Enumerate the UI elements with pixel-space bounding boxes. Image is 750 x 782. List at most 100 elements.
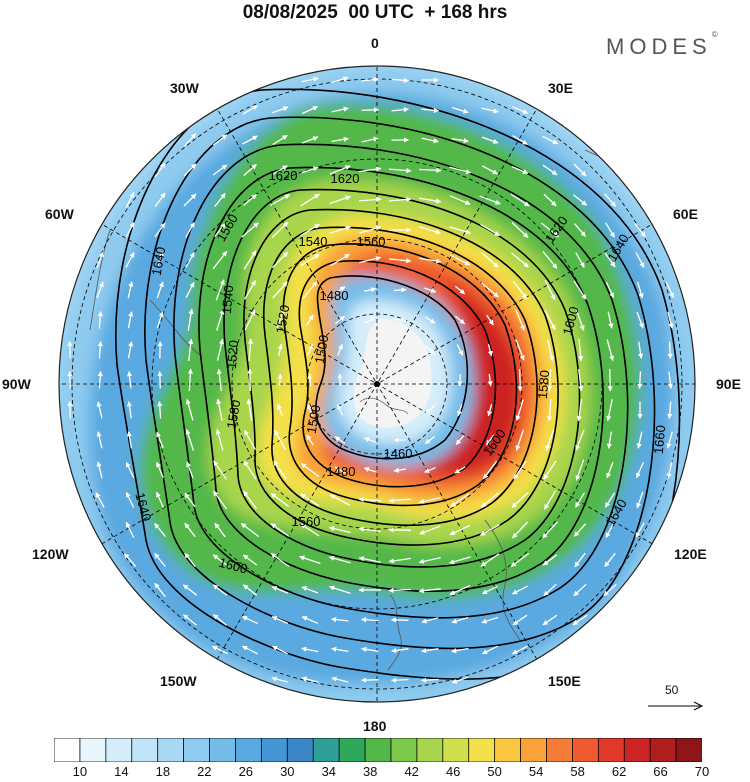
wind-arrow (511, 222, 529, 238)
wind-arrow (667, 401, 673, 420)
colorbar-swatch (54, 738, 81, 762)
wind-arrow (301, 646, 319, 653)
wind-arrow (216, 309, 225, 331)
wind-arrow (424, 316, 436, 324)
wind-arrow (391, 647, 409, 654)
wind-arrow (334, 435, 346, 445)
wind-arrow (573, 280, 587, 300)
colorbar-tick-labels: 10 14 18 22 26 30 34 38 42 46 50 54 58 62 66 70 (54, 764, 710, 782)
wind-arrow (127, 341, 134, 359)
wind-arrow (605, 522, 615, 538)
wind-arrow (246, 398, 253, 421)
wind-arrow (390, 677, 409, 683)
wind-arrow (358, 496, 382, 503)
contour-label: 1660 (651, 425, 668, 455)
wind-arrow (451, 676, 469, 684)
wind-arrow (330, 617, 349, 623)
wind-arrow (454, 315, 466, 325)
wind-arrow (512, 614, 528, 626)
colorbar-tick-label: 34 (321, 764, 337, 779)
wind-arrow (212, 614, 228, 626)
colorbar-swatch (260, 738, 288, 762)
wind-arrow (512, 521, 528, 539)
wind-arrow (575, 429, 585, 451)
wind-arrow (331, 676, 349, 683)
wind-arrow (274, 429, 286, 450)
wind-arrow (212, 134, 228, 146)
wind-arrow (541, 222, 559, 238)
wind-arrow (216, 338, 224, 361)
lon-label-90w: 90W (2, 376, 31, 392)
wind-arrow (270, 552, 290, 568)
lon-label-30w: 30W (170, 80, 199, 96)
wind-arrow (127, 311, 134, 329)
colorbar-tick-label: 42 (404, 764, 419, 779)
colorbar-tick-label: 22 (197, 764, 212, 779)
wind-vectors (67, 76, 675, 684)
colorbar-swatch (520, 738, 548, 762)
colorbar-swatch (442, 738, 470, 762)
colorbar-swatch (572, 738, 599, 762)
wind-arrow (420, 677, 439, 683)
wind-arrow (486, 314, 494, 326)
contour-label: 1540 (299, 234, 328, 249)
lon-label-120e: 120E (674, 546, 707, 562)
wind-arrow (185, 252, 195, 268)
wind-arrow (185, 281, 195, 298)
lon-label-150e: 150E (548, 673, 581, 689)
colorbar-tick-label: 70 (694, 764, 710, 779)
wind-arrow (418, 556, 441, 564)
wind-arrow (337, 343, 343, 356)
wind-arrow (182, 614, 198, 626)
wind-arrow (481, 616, 499, 624)
wind-arrow (272, 281, 288, 299)
geopotential-contours (115, 88, 695, 680)
wind-arrow (576, 399, 583, 422)
wind-arrow (424, 287, 437, 293)
wind-arrow (481, 645, 498, 655)
wind-arrow (97, 310, 103, 329)
wind-arrow (393, 317, 407, 323)
wind-arrow (481, 492, 499, 508)
wind-arrow (454, 285, 466, 295)
contour-label: 1500 (304, 404, 324, 435)
wind-arrow (329, 225, 351, 234)
wind-arrow (573, 163, 587, 177)
wind-arrow (424, 467, 436, 473)
wind-arrow (543, 583, 557, 597)
wind-arrow (125, 191, 135, 208)
wind-arrow (329, 195, 351, 205)
wind-arrow (603, 193, 617, 207)
wind-arrow (301, 76, 319, 83)
wind-arrow (184, 522, 196, 538)
wind-arrow (275, 309, 285, 331)
wind-arrow (271, 251, 289, 269)
reference-vector-arrow (648, 701, 704, 711)
wind-arrow (96, 431, 103, 449)
wind-arrow (301, 136, 319, 144)
lon-label-180: 180 (363, 718, 387, 734)
wind-arrow (214, 222, 226, 238)
wind-arrow (388, 167, 412, 174)
colorbar-tick-label: 50 (487, 764, 502, 779)
wind-arrow (277, 373, 283, 387)
wind-arrow (605, 222, 615, 238)
colorbar-swatch (79, 738, 107, 762)
wind-arrow (331, 646, 349, 653)
wind-arrow (451, 106, 469, 114)
wind-arrow (300, 223, 320, 237)
wind-arrow (448, 556, 471, 565)
wind-arrow (301, 166, 319, 174)
wind-arrow (511, 252, 529, 268)
wind-arrow (212, 584, 228, 596)
wind-arrow (302, 281, 318, 299)
wind-arrow (418, 257, 442, 264)
colorbar-tick-label: 46 (445, 764, 461, 779)
wind-arrow (543, 490, 557, 510)
wind-arrow (449, 195, 471, 205)
wind-arrow (487, 344, 493, 357)
colorbar-swatch (416, 738, 444, 762)
wind-arrow (331, 106, 349, 113)
wind-arrow (606, 339, 615, 362)
lon-label-30e: 30E (548, 80, 573, 96)
